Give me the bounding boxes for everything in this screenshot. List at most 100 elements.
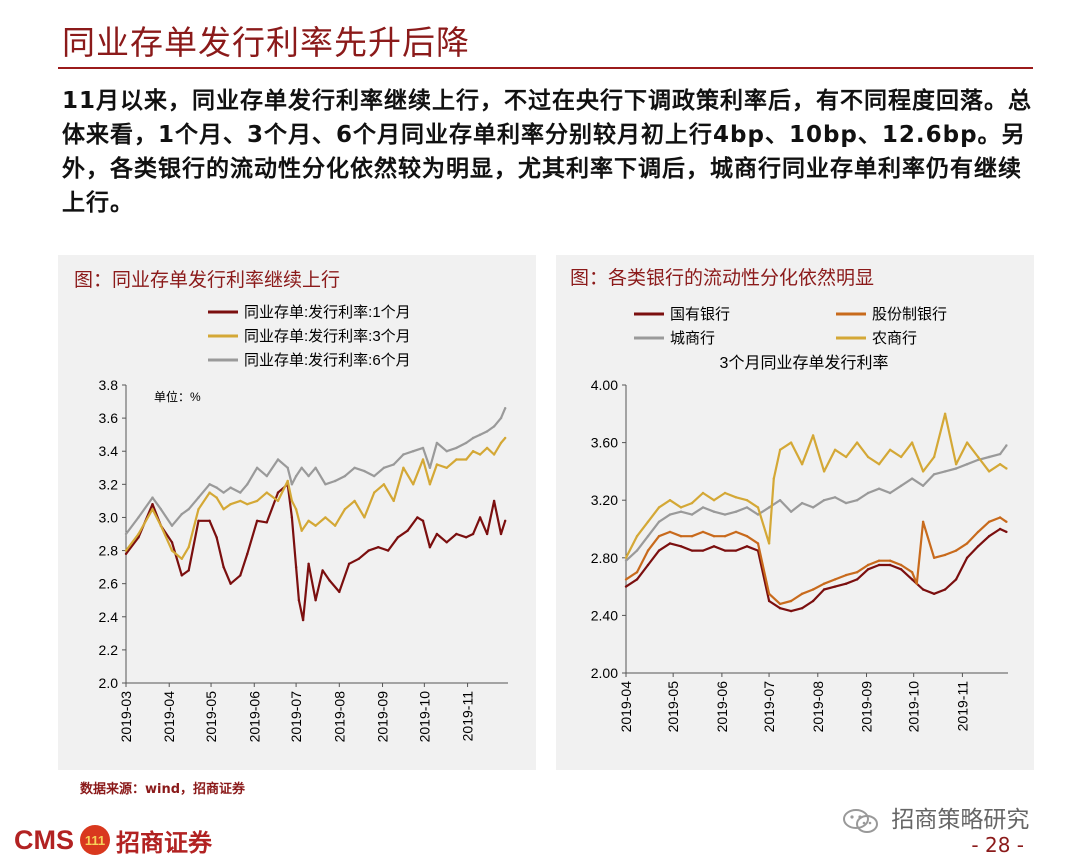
y-tick-label: 3.4: [99, 443, 119, 459]
data-point-s3: [844, 501, 848, 505]
data-point-s3: [412, 450, 415, 453]
data-point-s1: [239, 574, 242, 577]
data-point-s1: [151, 503, 154, 506]
data-point-s2: [888, 559, 892, 562]
y-tick-label: 2.8: [99, 543, 119, 559]
data-point-s1: [921, 588, 925, 591]
data-point-s1: [998, 527, 1002, 531]
data-point-s2: [208, 491, 211, 494]
data-point-s1: [1005, 530, 1008, 534]
data-point-s3: [679, 510, 683, 513]
data-point-s3: [635, 549, 639, 552]
data-point-s2: [624, 578, 628, 581]
data-point-s3: [465, 441, 468, 445]
data-point-s3: [954, 467, 958, 470]
data-point-s4: [822, 470, 826, 473]
logo-company-name: 招商证券: [116, 828, 212, 857]
data-point-s2: [1005, 520, 1008, 523]
data-point-s1: [800, 607, 804, 610]
data-point-s3: [363, 469, 366, 473]
data-point-s2: [307, 519, 310, 522]
y-tick-label: 3.60: [591, 435, 618, 451]
data-point-s2: [265, 491, 268, 494]
data-point-s3: [1005, 444, 1008, 447]
data-point-s4: [679, 506, 683, 509]
data-point-s2: [471, 450, 475, 453]
data-point-s1: [421, 519, 425, 522]
data-point-s3: [921, 484, 925, 487]
data-point-s2: [657, 535, 661, 538]
data-point-s2: [239, 499, 242, 503]
data-point-s3: [492, 425, 496, 428]
x-tick-label: 2019-10: [416, 691, 432, 743]
y-tick-label: 2.00: [591, 665, 618, 681]
data-point-s4: [701, 491, 705, 495]
data-point-s2: [382, 483, 386, 486]
data-point-s1: [137, 536, 140, 539]
x-tick-label: 2019-06: [714, 681, 730, 733]
data-point-s2: [976, 530, 980, 534]
x-tick-label: 2019-09: [859, 681, 875, 733]
logo-cms-text: CMS: [14, 824, 74, 855]
data-point-s2: [734, 530, 738, 534]
series-line-1: [625, 527, 1007, 613]
data-point-s3: [197, 496, 200, 499]
y-tick-label: 4.00: [591, 377, 618, 393]
data-point-s2: [943, 553, 947, 557]
data-point-s2: [124, 549, 128, 552]
y-tick-label: 3.0: [99, 509, 119, 525]
data-point-s3: [800, 501, 804, 505]
data-point-s4: [745, 499, 749, 502]
legend-label-3: 同业存单:发行利率:6个月: [244, 352, 411, 369]
data-point-s1: [646, 563, 650, 567]
data-point-s3: [822, 499, 826, 502]
data-point-s2: [455, 458, 458, 461]
data-point-s1: [723, 549, 727, 552]
data-point-s1: [222, 565, 225, 569]
data-point-s2: [778, 602, 782, 606]
data-point-s3: [239, 491, 242, 494]
data-point-s1: [855, 578, 859, 581]
y-tick-label: 3.6: [99, 410, 119, 426]
data-point-s3: [124, 532, 128, 536]
data-point-s3: [778, 499, 782, 502]
data-point-s3: [877, 487, 881, 490]
data-point-s1: [492, 499, 496, 503]
data-point-s1: [276, 491, 280, 494]
data-point-s1: [679, 545, 683, 548]
data-point-s3: [151, 496, 154, 499]
data-point-s2: [229, 503, 232, 506]
x-tick-label: 2019-04: [161, 691, 177, 743]
data-point-s2: [137, 532, 140, 536]
x-tick-label: 2019-11: [954, 681, 970, 732]
x-tick-label: 2019-11: [460, 691, 476, 742]
data-point-s3: [382, 466, 386, 469]
body-paragraph: 11月以来，同业存单发行利率继续上行，不过在央行下调政策利率后，有不同程度回落。…: [62, 88, 1033, 216]
data-point-s4: [723, 491, 727, 495]
data-point-s3: [745, 506, 749, 509]
data-point-s2: [333, 524, 337, 527]
y-tick-label: 2.0: [99, 675, 119, 691]
data-point-s4: [877, 463, 881, 466]
data-point-s2: [965, 542, 969, 545]
data-point-s2: [222, 508, 225, 511]
data-point-s1: [888, 563, 892, 567]
data-point-s2: [246, 503, 249, 506]
data-point-s3: [215, 486, 218, 489]
data-point-s3: [159, 508, 163, 511]
data-point-s2: [276, 499, 280, 503]
data-point-s2: [485, 446, 489, 450]
data-point-s3: [756, 513, 760, 516]
data-point-s3: [485, 430, 489, 433]
data-point-s2: [373, 491, 376, 494]
data-point-s2: [159, 524, 163, 527]
data-point-s2: [855, 571, 859, 574]
data-point-s2: [478, 453, 482, 456]
data-point-s3: [290, 483, 294, 486]
data-point-s3: [222, 491, 225, 494]
data-point-s1: [822, 588, 826, 591]
data-point-s4: [789, 441, 793, 444]
data-point-s2: [822, 582, 826, 585]
data-point-s2: [899, 563, 903, 567]
data-point-s1: [435, 532, 439, 536]
